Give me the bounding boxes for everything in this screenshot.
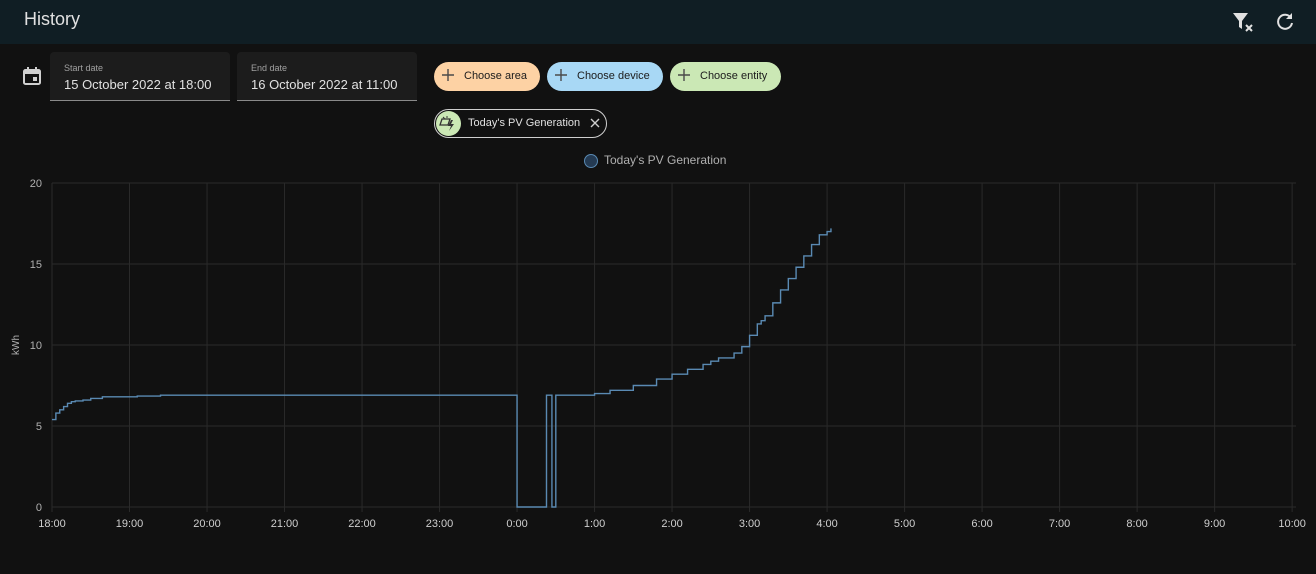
start-date-value: 15 October 2022 at 18:00 — [64, 77, 212, 92]
top-app-bar: History — [0, 0, 1316, 44]
filter-remove-icon — [1233, 13, 1253, 32]
y-tick-label: 15 — [30, 259, 42, 271]
calendar-icon — [23, 67, 41, 85]
x-tick-label: 4:00 — [816, 518, 837, 530]
x-tick-label: 20:00 — [193, 518, 221, 530]
x-tick-label: 22:00 — [348, 518, 376, 530]
choose-entity-button[interactable]: Choose entity — [670, 62, 781, 91]
plus-icon — [555, 69, 567, 81]
selected-entity-label: Today's PV Generation — [468, 117, 581, 129]
x-tick-label: 21:00 — [271, 518, 299, 530]
y-tick-label: 0 — [36, 502, 42, 514]
end-date-field[interactable]: End date 16 October 2022 at 11:00 — [237, 52, 417, 101]
start-date-label: Start date — [64, 63, 104, 73]
x-tick-label: 3:00 — [739, 518, 760, 530]
y-tick-label: 10 — [30, 340, 42, 352]
x-tick-label: 5:00 — [894, 518, 915, 530]
legend-swatch — [584, 154, 598, 168]
choose-device-label: Choose device — [577, 70, 650, 82]
entity-icon-wrap — [436, 111, 461, 136]
x-tick-label: 10:00 — [1278, 518, 1306, 530]
page-title: History — [24, 9, 81, 29]
end-date-label: End date — [251, 63, 288, 73]
series-line — [52, 228, 832, 508]
clear-filter-button[interactable] — [1231, 10, 1255, 34]
plus-icon — [678, 69, 690, 81]
plus-icon — [442, 69, 454, 81]
x-tick-label: 2:00 — [661, 518, 682, 530]
x-tick-label: 7:00 — [1049, 518, 1070, 530]
x-tick-label: 18:00 — [38, 518, 66, 530]
end-date-value: 16 October 2022 at 11:00 — [251, 77, 398, 92]
calendar-button[interactable] — [22, 66, 42, 86]
y-axis-label: kWh — [11, 335, 22, 355]
x-tick-label: 1:00 — [584, 518, 605, 530]
x-tick-label: 23:00 — [426, 518, 454, 530]
start-date-field[interactable]: Start date 15 October 2022 at 18:00 — [50, 52, 230, 101]
y-tick-label: 5 — [36, 421, 42, 433]
x-tick-label: 19:00 — [116, 518, 144, 530]
choose-device-button[interactable]: Choose device — [547, 62, 663, 91]
y-tick-label: 20 — [30, 178, 42, 190]
x-tick-label: 9:00 — [1204, 518, 1225, 530]
x-tick-label: 6:00 — [971, 518, 992, 530]
refresh-button[interactable] — [1273, 10, 1297, 34]
x-tick-label: 0:00 — [506, 518, 527, 530]
choose-entity-label: Choose entity — [700, 70, 768, 82]
selected-entity-chip[interactable]: Today's PV Generation — [434, 109, 607, 138]
history-chart: 0 5 10 15 20 18:00 19:00 20:00 21:00 22:00 23:00 0:… — [11, 178, 1306, 530]
choose-area-label: Choose area — [464, 70, 527, 82]
close-icon[interactable] — [589, 117, 601, 129]
x-tick-label: 8:00 — [1126, 518, 1147, 530]
solar-power-icon — [439, 116, 454, 131]
choose-area-button[interactable]: Choose area — [434, 62, 540, 91]
refresh-icon — [1277, 13, 1293, 30]
legend-label: Today's PV Generation — [604, 153, 727, 167]
